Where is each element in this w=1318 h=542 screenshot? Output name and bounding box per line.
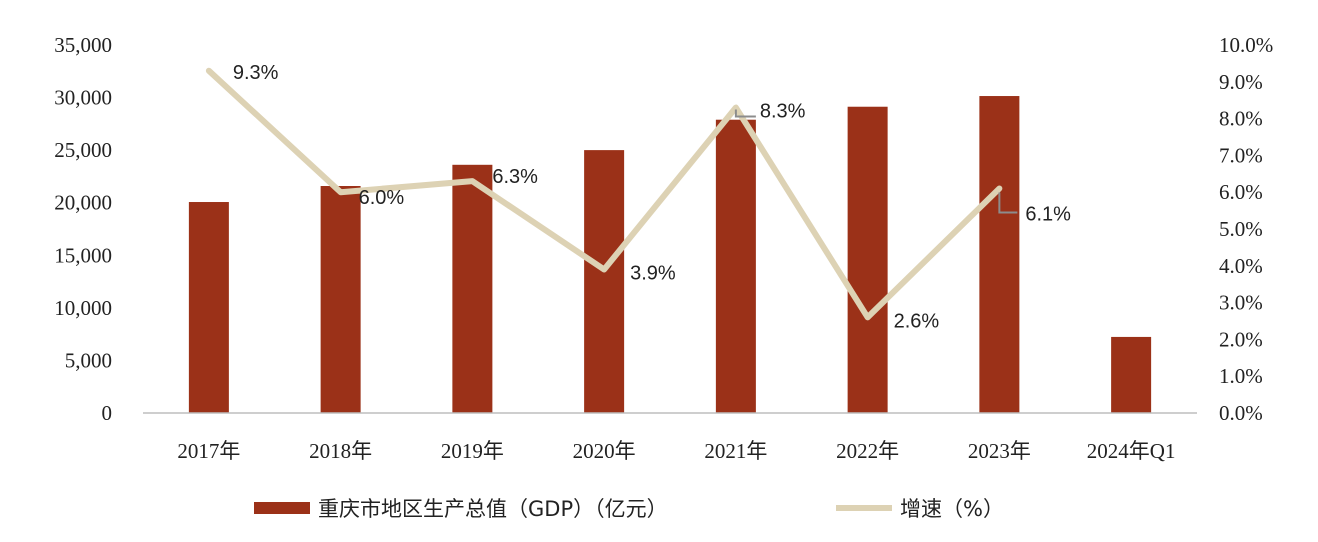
gdp-bar xyxy=(188,202,229,413)
y-left-tick-label: 5,000 xyxy=(65,348,112,372)
label-leader-line xyxy=(734,109,756,118)
y-left-tick-label: 35,000 xyxy=(54,33,112,57)
x-axis-ticks: 2017年 2018年 2019年 2020年 2021年 2022年 2023年 2024年… xyxy=(177,439,1175,463)
gdp-bar xyxy=(979,96,1020,413)
gdp-bar xyxy=(715,119,756,414)
growth-data-label: 6.0% xyxy=(359,187,405,209)
legend-swatch-line xyxy=(836,505,892,511)
label-leader-line xyxy=(998,192,1018,214)
y-right-tick-label: 3.0% xyxy=(1219,291,1263,315)
growth-line xyxy=(205,67,1003,321)
x-tick-label: 2017年 xyxy=(177,439,240,463)
gdp-bar xyxy=(320,186,361,413)
growth-line-path xyxy=(205,67,1003,321)
gdp-bar xyxy=(584,150,625,413)
growth-data-label: 6.1% xyxy=(1025,204,1071,226)
gdp-bars xyxy=(188,96,1152,414)
gdp-growth-chart: 0 5,000 10,000 15,000 20,000 25,000 30,000 35,0… xyxy=(54,33,1273,463)
y-left-tick-label: 25,000 xyxy=(54,138,112,162)
y-right-tick-label: 6.0% xyxy=(1219,180,1263,204)
growth-data-label: 3.9% xyxy=(630,262,676,284)
y-right-tick-label: 8.0% xyxy=(1219,107,1263,131)
y-left-tick-label: 15,000 xyxy=(54,243,112,267)
x-tick-label: 2023年 xyxy=(968,439,1031,463)
y-right-tick-label: 10.0% xyxy=(1219,33,1273,57)
y-left-tick-label: 30,000 xyxy=(54,86,112,110)
label-leader-lines xyxy=(734,109,1018,214)
y-right-tick-label: 1.0% xyxy=(1219,364,1263,388)
x-tick-label: 2024年Q1 xyxy=(1087,439,1176,463)
x-tick-label: 2020年 xyxy=(573,439,636,463)
gdp-bar xyxy=(1111,336,1152,413)
x-tick-label: 2018年 xyxy=(309,439,372,463)
legend-swatch-bar xyxy=(254,502,310,514)
gdp-bar xyxy=(847,106,888,413)
y-right-tick-label: 9.0% xyxy=(1219,70,1263,94)
legend-label-growth: 增速（%） xyxy=(900,497,1004,521)
y-left-tick-label: 0 xyxy=(102,401,113,425)
growth-data-label: 6.3% xyxy=(492,166,538,188)
legend-item-gdp: 重庆市地区生产总值（GDP）（亿元） xyxy=(254,488,668,528)
y-right-tick-label: 2.0% xyxy=(1219,327,1263,351)
gdp-bar xyxy=(452,164,493,413)
growth-data-label: 9.3% xyxy=(233,62,279,84)
x-tick-label: 2022年 xyxy=(836,439,899,463)
x-tick-label: 2021年 xyxy=(704,439,767,463)
legend-label-gdp: 重庆市地区生产总值（GDP）（亿元） xyxy=(318,497,668,521)
legend: 重庆市地区生产总值（GDP）（亿元） 增速（%） xyxy=(0,488,1318,528)
x-tick-label: 2019年 xyxy=(441,439,504,463)
growth-data-label: 2.6% xyxy=(894,310,940,332)
y-left-tick-label: 20,000 xyxy=(54,191,112,215)
y-right-axis-ticks: 0.0% 1.0% 2.0% 3.0% 4.0% 5.0% 6.0% 7.0% 8.0% 9.0%… xyxy=(1219,33,1273,425)
y-left-axis-ticks: 0 5,000 10,000 15,000 20,000 25,000 30,000 35,0… xyxy=(54,33,112,425)
y-right-tick-label: 4.0% xyxy=(1219,254,1263,278)
growth-data-label: 8.3% xyxy=(760,101,806,123)
y-right-tick-label: 5.0% xyxy=(1219,217,1263,241)
legend-item-growth: 增速（%） xyxy=(836,488,1004,528)
y-left-tick-label: 10,000 xyxy=(54,296,112,320)
growth-data-labels: 9.3% 6.0% 6.3% 3.9% 8.3% 2.6% 6.1% xyxy=(233,62,1071,333)
y-right-tick-label: 0.0% xyxy=(1219,401,1263,425)
y-right-tick-label: 7.0% xyxy=(1219,143,1263,167)
